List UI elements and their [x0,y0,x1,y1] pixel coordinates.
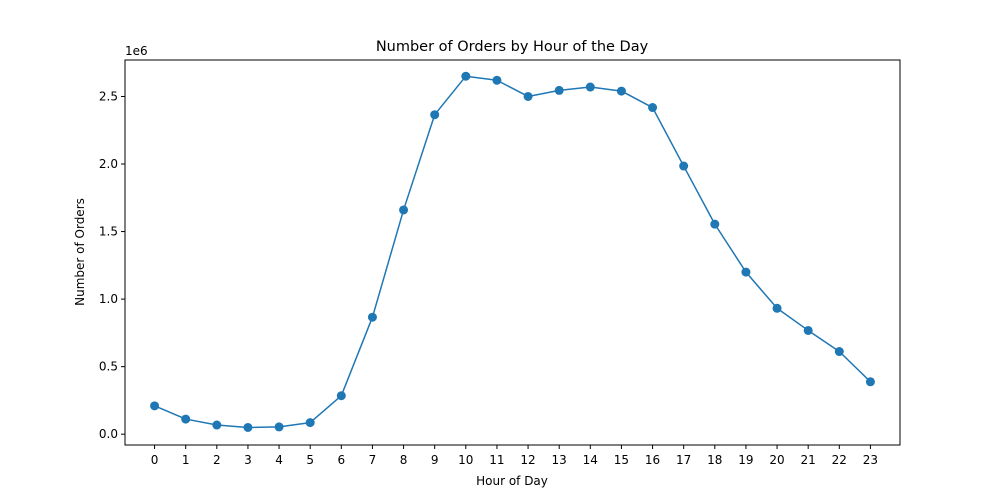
y-tick-label: 1.0 [99,292,118,306]
data-point [772,303,782,313]
x-tick-label: 1 [182,453,190,467]
data-point [336,391,346,401]
data-point [243,422,253,432]
y-axis-ticks: 0.0 0.5 1.0 1.5 2.0 2.5 [99,89,125,441]
y-tick-label: 2.0 [99,157,118,171]
x-tick-label: 5 [306,453,314,467]
x-tick-label: 10 [458,453,473,467]
x-tick-label: 13 [552,453,567,467]
chart-title: Number of Orders by Hour of the Day [376,39,649,55]
data-point [274,422,284,432]
x-tick-label: 20 [769,453,784,467]
data-point [430,110,440,120]
y-tick-label: 1.5 [99,225,118,239]
data-point [523,91,533,101]
x-tick-label: 0 [151,453,159,467]
data-point [150,401,160,411]
y-axis-offset-label: 1e6 [125,44,148,58]
x-tick-label: 14 [583,453,598,467]
x-tick-label: 16 [645,453,660,467]
x-tick-label: 6 [337,453,345,467]
data-point [305,418,315,428]
data-point [648,103,658,113]
data-point [710,219,720,229]
x-tick-label: 9 [431,453,439,467]
x-tick-label: 2 [213,453,221,467]
x-tick-label: 8 [400,453,408,467]
x-tick-label: 4 [275,453,283,467]
data-point [834,347,844,357]
x-tick-label: 11 [489,453,504,467]
x-tick-label: 15 [614,453,629,467]
data-point [679,161,689,171]
data-point [461,71,471,81]
data-point [212,420,222,430]
x-tick-label: 7 [369,453,377,467]
x-tick-label: 12 [520,453,535,467]
data-point [585,82,595,92]
data-point [803,325,813,335]
y-axis-label: Number of Orders [73,198,87,306]
x-tick-label: 17 [676,453,691,467]
x-tick-label: 21 [801,453,816,467]
plot-frame [124,59,901,446]
data-point [616,86,626,96]
data-point [181,414,191,424]
x-tick-label: 23 [863,453,878,467]
data-point [741,267,751,277]
x-axis-label: Hour of Day [476,474,548,488]
x-tick-label: 19 [738,453,753,467]
data-point [554,85,564,95]
y-tick-label: 0.0 [99,427,118,441]
data-point [865,377,875,387]
x-tick-label: 22 [832,453,847,467]
plot-area [125,60,900,445]
data-point [367,312,377,322]
x-axis-ticks: 0 1 2 3 4 5 6 7 8 9 10 11 12 13 14 15 16 17 18 19 20 21 22 23 [151,445,878,467]
x-tick-label: 3 [244,453,252,467]
series-line [154,75,871,429]
y-tick-label: 0.5 [99,360,118,374]
data-point [492,75,502,85]
x-tick-label: 18 [707,453,722,467]
series-layer [150,71,875,432]
y-tick-label: 2.5 [99,89,118,103]
data-point [399,205,409,215]
